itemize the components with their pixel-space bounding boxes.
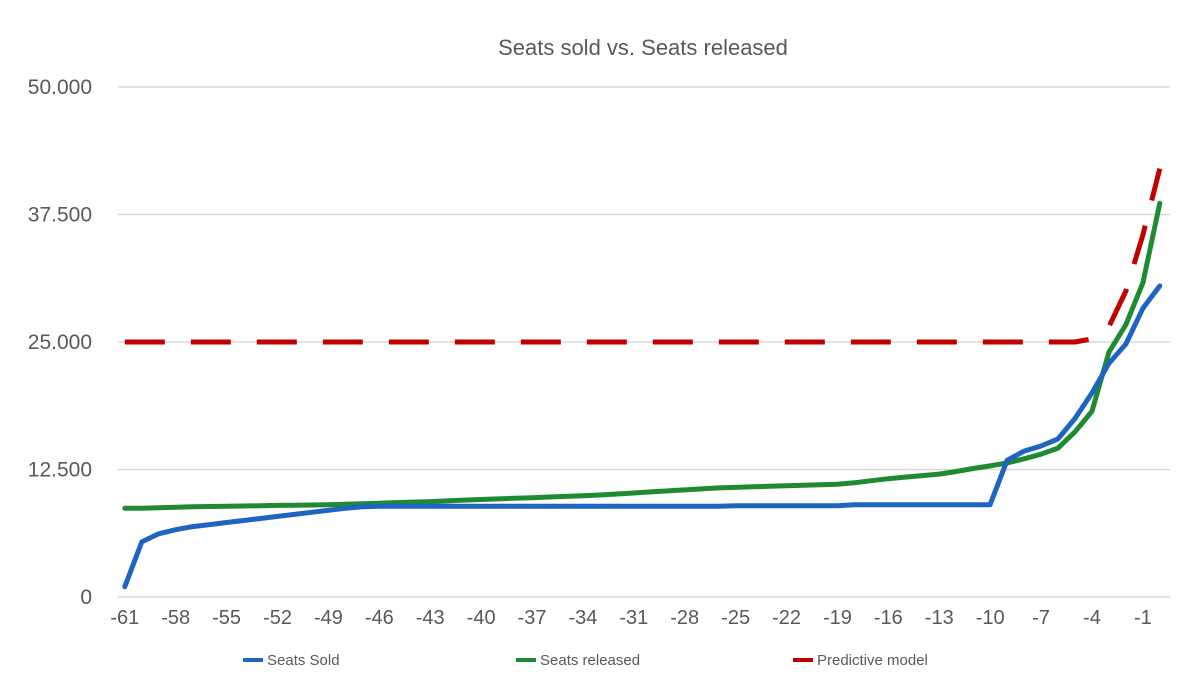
legend-label: Seats Sold bbox=[267, 652, 340, 669]
x-tick-label: -31 bbox=[619, 607, 648, 629]
series-lines bbox=[122, 167, 1163, 590]
x-tick-label: -13 bbox=[925, 607, 954, 629]
series-line-seats-sold bbox=[122, 283, 1163, 590]
x-tick-label: -55 bbox=[212, 607, 241, 629]
x-tick-label: -19 bbox=[823, 607, 852, 629]
x-tick-label: -37 bbox=[518, 607, 547, 629]
x-tick-label: -40 bbox=[467, 607, 496, 629]
y-tick-label: 50.000 bbox=[28, 76, 92, 99]
legend: Seats Sold Seats released Predictive model bbox=[243, 652, 928, 669]
series-line-predictive-model bbox=[124, 167, 1163, 345]
x-tick-label: -61 bbox=[110, 607, 139, 629]
x-tick-label: -46 bbox=[365, 607, 394, 629]
series-line-seats-released bbox=[122, 200, 1163, 511]
chart-title: Seats sold vs. Seats released bbox=[498, 35, 788, 60]
legend-label: Predictive model bbox=[817, 652, 928, 669]
x-tick-label: -7 bbox=[1032, 607, 1050, 629]
x-axis-tick-labels: -61 -58 -55 -52 -49 -46 -43 -40 -37 -34 -31 -28 -25-… bbox=[110, 607, 1151, 629]
x-tick-label: -16 bbox=[874, 607, 903, 629]
y-tick-label: 12.500 bbox=[28, 459, 92, 482]
y-axis-tick-labels: 0 12.500 25.000 37.500 50.000 bbox=[28, 76, 92, 609]
x-tick-label: -25 bbox=[721, 607, 750, 629]
legend-label: Seats released bbox=[540, 652, 640, 669]
x-tick-label: -22 bbox=[772, 607, 801, 629]
x-tick-label: -34 bbox=[568, 607, 597, 629]
x-tick-label: -1 bbox=[1134, 607, 1152, 629]
x-tick-label: -28 bbox=[670, 607, 699, 629]
y-tick-label: 25.000 bbox=[28, 331, 92, 354]
y-tick-label: 37.500 bbox=[28, 204, 92, 227]
x-tick-label: -52 bbox=[263, 607, 292, 629]
x-tick-label: -58 bbox=[161, 607, 190, 629]
x-tick-label: -10 bbox=[976, 607, 1005, 629]
x-tick-label: -43 bbox=[416, 607, 445, 629]
x-tick-label: -4 bbox=[1083, 607, 1101, 629]
y-tick-label: 0 bbox=[80, 586, 92, 609]
x-tick-label: -49 bbox=[314, 607, 343, 629]
